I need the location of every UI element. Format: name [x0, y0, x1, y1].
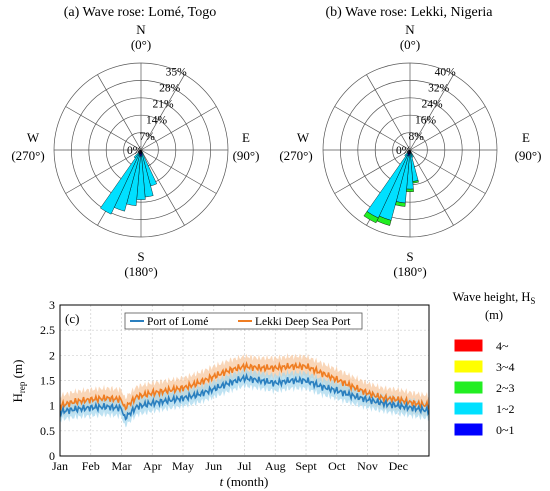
- polar-spoke: [366, 74, 411, 151]
- rose-petal-180-2to3: [406, 188, 414, 192]
- y-axis-label: Hrep (m): [10, 360, 27, 403]
- series-legend: Port of Lomé Lekki Deep Sea Port: [124, 312, 363, 330]
- y-tick-label: 2: [49, 348, 55, 362]
- x-axis-label: t (month): [220, 474, 269, 489]
- south-label: S: [406, 249, 413, 264]
- rose-petal-220-1to2: [404, 150, 410, 157]
- polar-grid: [322, 62, 498, 238]
- north-label: N: [405, 22, 415, 37]
- polar-spoke: [334, 106, 411, 151]
- legend-label: 1~2: [496, 402, 515, 416]
- legend-label: 3~4: [496, 360, 515, 374]
- wave-height-timeseries: 0 0.5 1 1.5 2 2.5 3 Jan Feb Mar Apr May Jun Jul Aug Sep…: [10, 298, 430, 489]
- ring-label: 16%: [415, 115, 437, 127]
- y-tick-label: 2.5: [40, 323, 55, 337]
- east-degree-label: (90°): [515, 148, 542, 163]
- y-tick-label: 0.5: [40, 424, 55, 438]
- ring-label: 35%: [166, 66, 188, 78]
- ring-label: 28%: [159, 82, 181, 94]
- rose-petal-210-1to2: [100, 152, 140, 215]
- rose-petals: [100, 149, 158, 215]
- south-degree-label: (180°): [124, 264, 157, 279]
- legend-swatch-1to2: [454, 402, 483, 415]
- polar-spoke: [65, 149, 142, 194]
- ring-label: 40%: [435, 66, 457, 78]
- west-degree-label: (270°): [279, 148, 312, 163]
- x-tick-label: Jan: [52, 459, 68, 473]
- south-label: S: [137, 249, 144, 264]
- x-tick-label: Jun: [205, 459, 222, 473]
- legend-label: 0~1: [496, 423, 515, 437]
- polar-spoke: [140, 74, 185, 151]
- polar-spoke: [409, 149, 454, 226]
- height-legend: Wave height, HS (m) 4~ 3~4 2~3 1~2 0~1: [453, 290, 536, 437]
- x-tick-label: Aug: [265, 459, 286, 473]
- polar-spoke: [409, 149, 486, 194]
- polar-spoke: [334, 149, 411, 194]
- polar-spoke: [409, 106, 486, 151]
- ring-label: 21%: [153, 99, 175, 111]
- x-tick-label: Nov: [357, 459, 378, 473]
- line-lome: [60, 372, 429, 421]
- legend-swatch-4to: [454, 339, 483, 352]
- ring-label: 32%: [428, 82, 450, 94]
- line-lekki: [60, 360, 429, 412]
- north-degree-label: (0°): [400, 37, 420, 52]
- east-label: E: [522, 130, 530, 145]
- polar-spoke: [409, 74, 454, 151]
- x-tick-label: Dec: [389, 459, 408, 473]
- legend-unit: (m): [485, 308, 503, 322]
- y-tick-label: 1: [49, 399, 55, 413]
- x-tick-label: Oct: [328, 459, 346, 473]
- rose-title: (b) Wave rose: Lekki, Nigeria: [326, 5, 494, 20]
- plot-frame: [59, 304, 430, 457]
- rose-petal-220-1to2: [133, 150, 141, 159]
- wave-rose-lekki: (b) Wave rose: Lekki, Nigeria N (0°) E (…: [279, 5, 541, 279]
- legend-swatch-3to4: [454, 360, 483, 373]
- rose-petal-210-2to3: [363, 211, 379, 224]
- legend-swatch-0to1: [454, 423, 483, 436]
- ring-label: 14%: [146, 115, 168, 127]
- band-lome: [60, 367, 429, 428]
- panel-label: (c): [65, 311, 79, 326]
- west-label: W: [27, 130, 40, 145]
- west-label: W: [297, 130, 310, 145]
- west-degree-label: (270°): [11, 148, 44, 163]
- ring-label: 24%: [422, 99, 444, 111]
- polar-spoke: [140, 149, 185, 226]
- y-tick-label: 1.5: [40, 374, 55, 388]
- polar-spoke: [65, 106, 142, 151]
- legend-swatch-2to3: [454, 381, 483, 394]
- north-degree-label: (0°): [131, 37, 151, 52]
- polar-spoke: [97, 74, 142, 151]
- ring-label: 8%: [409, 131, 425, 143]
- legend-label: 4~: [496, 339, 509, 353]
- y-tick-label: 0: [49, 449, 55, 463]
- legend-label: 2~3: [496, 381, 515, 395]
- legend-label-lekki: Lekki Deep Sea Port: [255, 316, 351, 328]
- wave-rose-lome: (a) Wave rose: Lomé, Togo N (0°) E (90°)…: [11, 5, 259, 279]
- ring-label: 0%: [396, 145, 412, 157]
- legend-label-lome: Port of Lomé: [147, 316, 208, 328]
- north-label: N: [136, 22, 146, 37]
- rose-title: (a) Wave rose: Lomé, Togo: [64, 5, 217, 20]
- x-tick-label: May: [172, 459, 194, 473]
- x-tick-label: Mar: [112, 459, 132, 473]
- x-tick-label: Apr: [143, 459, 162, 473]
- polar-spoke: [140, 106, 217, 151]
- ring-label: 7%: [140, 131, 156, 143]
- ring-label: 0%: [127, 145, 143, 157]
- x-tick-label: Sept: [295, 459, 317, 473]
- east-label: E: [242, 130, 250, 145]
- x-tick-label: Jul: [237, 459, 252, 473]
- polar-spoke: [140, 149, 217, 194]
- south-degree-label: (180°): [393, 264, 426, 279]
- east-degree-label: (90°): [233, 148, 260, 163]
- legend-title: Wave height, HS: [453, 290, 536, 306]
- x-tick-label: Feb: [82, 459, 100, 473]
- y-tick-label: 3: [49, 298, 55, 312]
- band-lekki: [60, 352, 429, 420]
- rose-petals: [363, 149, 419, 226]
